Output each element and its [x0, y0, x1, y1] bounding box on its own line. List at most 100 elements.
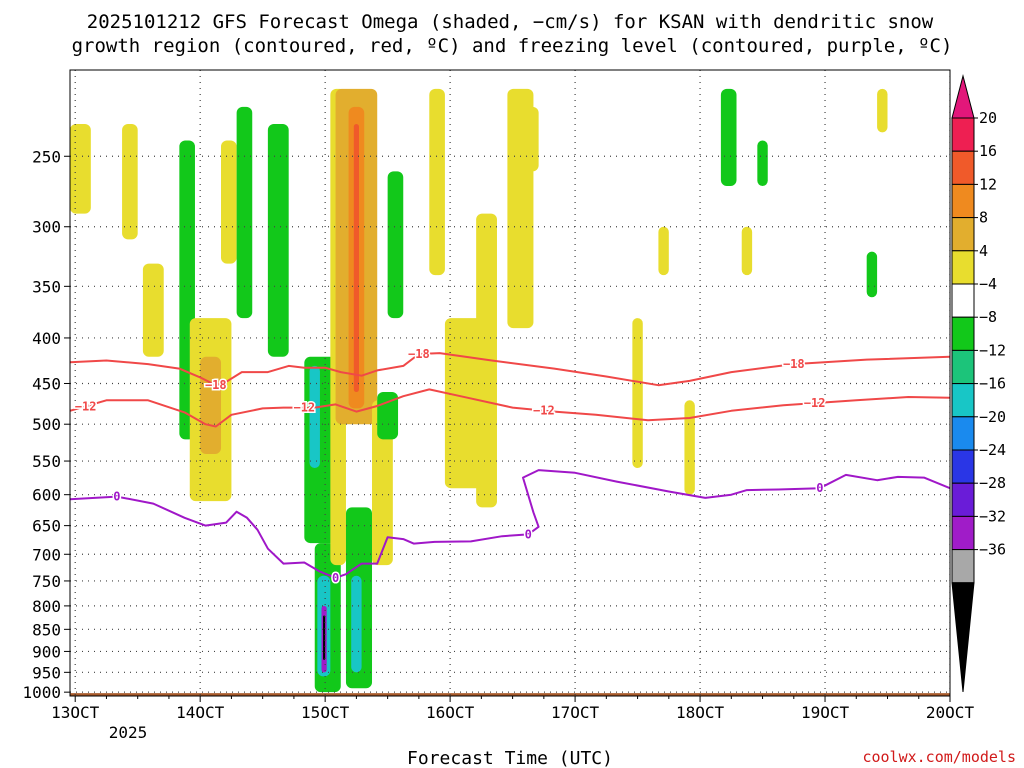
omega-region-14 — [323, 615, 326, 660]
x-tick-label-13OCT: 13OCT — [51, 703, 100, 722]
dgz-minus12-label: −12 — [533, 404, 555, 418]
colorbar-bottom-arrow — [951, 582, 975, 693]
y-tick-label-500: 500 — [32, 415, 61, 434]
y-tick-label-250: 250 — [32, 147, 61, 166]
colorbar-tick-label-13: −36 — [979, 541, 1006, 559]
x-tick-label-17OCT: 17OCT — [551, 703, 600, 722]
x-tick-label-15OCT: 15OCT — [301, 703, 350, 722]
colorbar-tick-label-8: −16 — [979, 375, 1006, 393]
colorbar-box-2 — [951, 183, 975, 219]
colorbar-tick-label-12: −32 — [979, 507, 1006, 525]
dgz-minus18-label: −18 — [205, 378, 227, 392]
colorbar: 20 16 12 8 4 −4 −8 −12 −16 −20 −24 −28 −32 −36 — [951, 74, 1006, 693]
y-tick-label-900: 900 — [32, 642, 61, 661]
omega-region-21 — [372, 400, 393, 566]
grid-lines — [70, 70, 950, 696]
colorbar-tick-label-2: 12 — [979, 175, 997, 193]
colorbar-tick-label-5: −4 — [979, 275, 997, 293]
y-tick-label-1000: 1000 — [22, 683, 61, 702]
dgz-minus12-line — [70, 388, 950, 428]
colorbar-tick-label-7: −12 — [979, 341, 1006, 359]
omega-region-31 — [684, 400, 695, 495]
x-axis: 13OCT 14OCT 15OCT 16OCT 17OCT 18OCT 19OCT 20OCT — [51, 696, 974, 722]
colorbar-box-3 — [951, 217, 975, 252]
chart-title-line2: growth region (contoured, red, ºC) and f… — [72, 35, 953, 57]
omega-region-29 — [632, 318, 643, 469]
dgz-minus12-label: −12 — [75, 399, 97, 413]
y-axis: 250 300 350 400 450 500 550 600 650 700 750 800 850 9… — [22, 147, 70, 702]
x-tick-label-14OCT: 14OCT — [176, 703, 225, 722]
colorbar-box-11 — [951, 482, 975, 517]
y-tick-label-850: 850 — [32, 620, 61, 639]
omega-region-34 — [757, 140, 768, 187]
freezing-level-0c-label: 0 — [525, 527, 532, 541]
y-tick-label-600: 600 — [32, 486, 61, 505]
freezing-level-0c-line — [70, 469, 950, 579]
colorbar-box-12 — [951, 515, 975, 551]
y-tick-label-700: 700 — [32, 545, 61, 564]
y-tick-label-800: 800 — [32, 597, 61, 616]
surface-ground-layer — [70, 693, 950, 696]
omega-region-36 — [877, 88, 888, 133]
colorbar-tick-label-0: 20 — [979, 109, 997, 127]
colorbar-tick-label-1: 16 — [979, 142, 997, 160]
y-tick-label-650: 650 — [32, 517, 61, 536]
colorbar-box-8 — [951, 383, 975, 418]
x-axis-label: Forecast Time (UTC) — [407, 748, 613, 768]
dgz-minus18-line — [70, 352, 950, 387]
y-tick-label-400: 400 — [32, 329, 61, 348]
y-tick-label-550: 550 — [32, 452, 61, 471]
dgz-minus18-label: −18 — [783, 357, 805, 371]
omega-region-32 — [720, 88, 737, 187]
source-credit[interactable]: coolwx.com/models — [862, 748, 1016, 766]
freezing-level-0c-label: 0 — [113, 490, 120, 504]
omega-region-35 — [866, 251, 878, 298]
dgz-minus18-label: −18 — [408, 347, 430, 361]
omega-region-5 — [200, 356, 222, 454]
colorbar-box-10 — [951, 449, 975, 484]
omega-region-24 — [429, 88, 445, 276]
omega-region-20 — [351, 575, 362, 673]
omega-region-30 — [658, 226, 669, 276]
colorbar-tick-label-10: −24 — [979, 441, 1006, 459]
omega-region-28 — [523, 106, 539, 172]
x-tick-label-19OCT: 19OCT — [801, 703, 850, 722]
omega-region-18 — [353, 124, 359, 392]
omega-region-23 — [387, 171, 404, 319]
colorbar-box-5 — [951, 283, 975, 318]
omega-region-7 — [236, 106, 253, 319]
x-tick-label-16OCT: 16OCT — [426, 703, 475, 722]
freezing-level-0c-label: 0 — [332, 571, 339, 585]
colorbar-tick-label-4: 4 — [979, 242, 988, 260]
colorbar-tick-label-11: −28 — [979, 474, 1006, 492]
omega-region-8 — [267, 124, 289, 357]
omega-region-2 — [142, 263, 164, 357]
colorbar-top-arrow — [951, 74, 975, 119]
colorbar-box-13 — [951, 549, 975, 584]
colorbar-box-7 — [951, 349, 975, 385]
y-tick-label-450: 450 — [32, 374, 61, 393]
y-tick-label-350: 350 — [32, 277, 61, 296]
omega-region-1 — [122, 124, 138, 240]
omega-region-6 — [221, 140, 237, 264]
omega-region-10 — [309, 365, 320, 469]
contour-layer: −18 −18 −18 −12 −12 −12 −12 0 0 0 0 — [70, 346, 950, 586]
colorbar-box-4 — [951, 250, 975, 285]
colorbar-box-6 — [951, 316, 975, 351]
omega-region-33 — [741, 226, 753, 276]
colorbar-tick-label-3: 8 — [979, 209, 988, 227]
colorbar-tick-label-9: −20 — [979, 408, 1006, 426]
freezing-level-0c-label: 0 — [816, 481, 823, 495]
y-tick-label-750: 750 — [32, 572, 61, 591]
dgz-minus12-label: −12 — [293, 401, 315, 415]
chart-title-line1: 2025101212 GFS Forecast Omega (shaded, −… — [87, 11, 934, 33]
x-year-label: 2025 — [109, 723, 148, 742]
colorbar-box-9 — [951, 416, 975, 451]
x-tick-label-20OCT: 20OCT — [926, 703, 975, 722]
y-tick-label-950: 950 — [32, 663, 61, 682]
surface-band — [70, 693, 950, 696]
x-tick-label-18OCT: 18OCT — [676, 703, 725, 722]
colorbar-tick-label-6: −8 — [979, 308, 997, 326]
omega-shading-layer — [70, 88, 888, 693]
